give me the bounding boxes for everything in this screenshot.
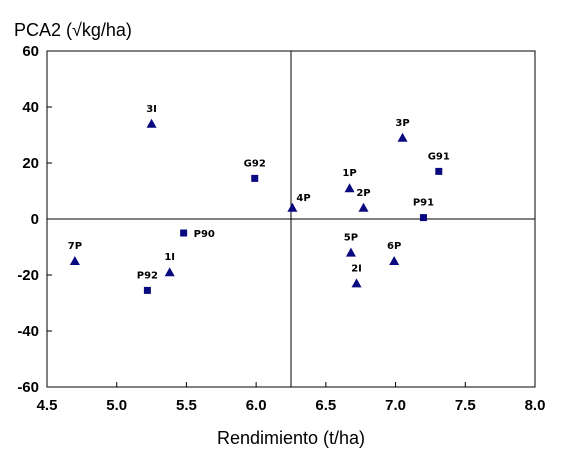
point-label: 1I — [164, 252, 175, 263]
point-label: P91 — [413, 198, 434, 209]
square-marker — [419, 214, 427, 222]
x-tick-label: 8.0 — [525, 397, 546, 414]
triangle-marker — [146, 118, 157, 128]
y-axis-ticks: 60 40 20 0 -20 -40 -60 — [17, 43, 52, 396]
point-label: G92 — [244, 158, 266, 169]
x-tick-label: 5.0 — [106, 397, 127, 414]
x-tick-label: 7.5 — [455, 397, 476, 414]
point-label: P90 — [194, 229, 215, 240]
point-label: G91 — [428, 151, 450, 162]
x-tick-label: 6.5 — [315, 397, 336, 414]
triangle-marker — [69, 256, 80, 265]
square-marker — [251, 174, 259, 182]
x-tick-label: 7.0 — [385, 397, 406, 414]
triangle-marker — [287, 202, 298, 212]
x-tick-label: 5.5 — [176, 397, 197, 414]
point-label: 5P — [344, 233, 358, 244]
triangle-marker — [397, 132, 408, 142]
square-marker — [435, 167, 443, 175]
x-tick-label: 4.5 — [37, 397, 58, 414]
square-marker — [180, 229, 188, 237]
y-tick-label: 60 — [22, 43, 39, 60]
point-label: 2I — [351, 263, 362, 274]
y-axis-title: PCA2 (√kg/ha) — [14, 20, 132, 40]
point-label: 6P — [387, 241, 401, 252]
triangle-marker — [358, 202, 369, 212]
x-tick-label: 6.0 — [246, 397, 267, 414]
square-marker — [143, 286, 151, 294]
point-label: 1P — [342, 168, 356, 179]
point-label: 4P — [296, 193, 310, 204]
y-tick-label: -20 — [17, 267, 39, 284]
point-label: 3P — [395, 118, 409, 129]
triangle-marker — [389, 256, 400, 265]
triangle-marker — [351, 278, 362, 288]
x-axis-title: Rendimiento (t/ha) — [217, 428, 365, 448]
y-tick-label: 20 — [22, 155, 39, 172]
y-tick-label: -60 — [17, 379, 39, 396]
y-tick-label: 0 — [31, 211, 39, 228]
point-label: 2P — [356, 188, 370, 199]
y-tick-label: -40 — [17, 323, 39, 340]
point-label: 3I — [146, 104, 157, 115]
triangle-marker — [344, 183, 355, 193]
x-axis-ticks: 4.5 5.0 5.5 6.0 6.5 7.0 7.5 8.0 — [37, 382, 546, 414]
triangle-marker — [345, 247, 356, 257]
point-label: 7P — [68, 241, 82, 252]
y-tick-label: 40 — [22, 99, 39, 116]
point-label: P92 — [137, 270, 158, 281]
triangle-marker — [164, 267, 175, 277]
